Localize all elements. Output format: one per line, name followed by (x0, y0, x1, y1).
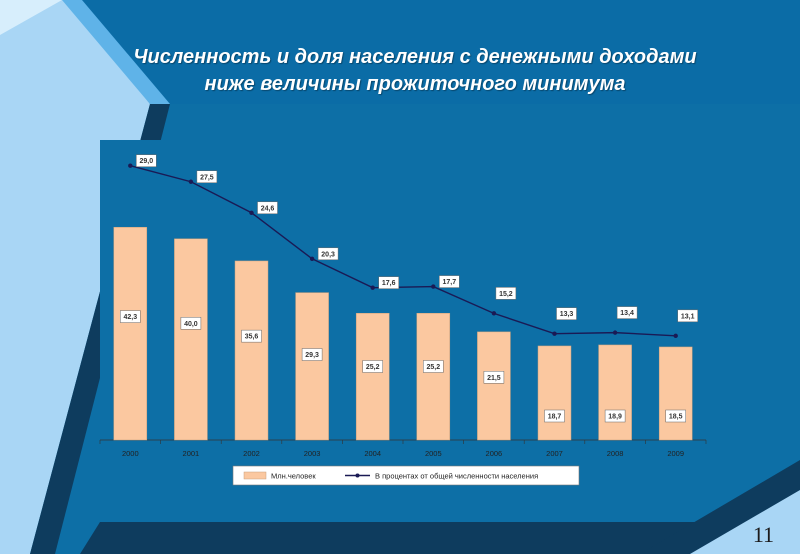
legend-label-line: В процентах от общей численности населен… (375, 472, 538, 481)
line-label-2002: 24,6 (261, 205, 275, 212)
bar-label-2003: 29,3 (305, 352, 319, 359)
x-tick-label: 2005 (425, 449, 442, 458)
line-label-2003: 20,3 (321, 251, 335, 258)
legend (232, 465, 580, 486)
bar-label-2001: 40,0 (184, 321, 198, 328)
bar-label-2005: 25,2 (426, 364, 440, 371)
line-point-2005 (431, 284, 436, 289)
line-point-2000 (128, 163, 133, 168)
line-label-2005-box (439, 275, 460, 288)
bar-label-2000-box (120, 310, 141, 323)
bar-label-2007-box (544, 409, 565, 423)
line-point-2003 (309, 256, 315, 261)
line-point-2001 (188, 179, 194, 184)
line-label-2008-box (616, 306, 638, 319)
line-label-2004-box (378, 276, 399, 289)
x-tick-label: 2007 (546, 449, 563, 458)
line-label-2006: 15,2 (499, 291, 513, 298)
legend-swatch-bars (243, 471, 267, 480)
x-tick-label: 2000 (122, 449, 139, 458)
line-point-2007 (552, 331, 557, 336)
bar-2009 (658, 346, 693, 441)
bar-2004 (355, 312, 390, 441)
bar-2008 (598, 344, 632, 441)
line-label-2003-box (317, 247, 339, 261)
bar-label-2007: 18,7 (548, 414, 562, 421)
bar-label-2001-box (180, 317, 202, 330)
line-label-2004: 17,6 (382, 280, 396, 287)
bar-2000 (113, 226, 148, 441)
line-label-2001-box (196, 170, 218, 183)
x-tick-label: 2009 (667, 449, 684, 458)
line-label-2005: 17,7 (442, 279, 456, 286)
x-tick-label: 2001 (183, 449, 200, 458)
bar-label-2005-box (423, 360, 444, 373)
line-point-2004 (370, 285, 375, 290)
bar-2005 (416, 312, 451, 441)
bar-2002 (234, 260, 269, 441)
title-line-1: Численность и доля населения с денежными… (133, 46, 697, 68)
bar-label-2002: 35,6 (245, 334, 259, 341)
series-line-percent (130, 165, 676, 337)
bar-label-2009: 18,5 (669, 414, 683, 421)
line-label-2007: 13,3 (560, 311, 574, 318)
line-point-2009 (673, 333, 678, 339)
line-label-2009: 13,1 (681, 313, 695, 320)
x-tick-label: 2008 (607, 449, 624, 458)
bar-label-2009-box (665, 409, 686, 423)
slide-title: Численность и доля населения с денежными… (30, 44, 800, 98)
x-tick-label: 2006 (486, 449, 503, 458)
page-number: 11 (752, 522, 774, 547)
bar-label-2008-box (604, 409, 626, 423)
bar-2006 (477, 331, 511, 441)
line-point-2002 (249, 210, 254, 215)
line-label-2007-box (556, 307, 577, 320)
line-label-2001: 27,5 (200, 174, 214, 181)
title-line-2: ниже величины прожиточного минимума (204, 73, 626, 95)
line-label-2002-box (257, 201, 278, 215)
line-label-2000-box (136, 154, 157, 167)
bar-label-2008: 18,9 (608, 414, 622, 421)
x-tick-label: 2003 (304, 449, 321, 458)
line-point-2008 (612, 330, 618, 335)
bar-2001 (174, 238, 208, 441)
line-label-2000: 29,0 (139, 158, 153, 165)
bar-label-2006-box (483, 371, 505, 384)
bar-label-2003-box (301, 348, 323, 361)
bar-label-2002-box (241, 329, 262, 343)
legend-label-bars: Млн.человек (271, 472, 316, 481)
bar-label-2006: 21,5 (487, 375, 501, 382)
bar-label-2004: 25,2 (366, 364, 380, 371)
line-label-2008: 13,4 (620, 310, 634, 317)
bar-2003 (295, 292, 329, 441)
line-label-2006-box (495, 287, 517, 300)
bar-label-2000: 42,3 (123, 314, 137, 321)
bar-2007 (537, 345, 572, 441)
bar-label-2004-box (362, 360, 383, 373)
line-label-2009-box (677, 309, 698, 323)
line-point-2006 (491, 311, 497, 316)
legend-swatch-point (355, 473, 360, 478)
x-tick-label: 2004 (364, 449, 381, 458)
x-tick-label: 2002 (243, 449, 260, 458)
